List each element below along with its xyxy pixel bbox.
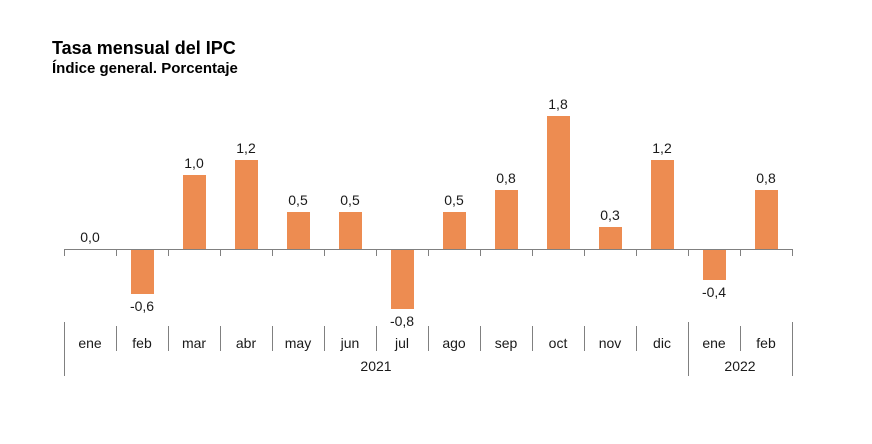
bar [234,160,258,249]
month-label: abr [235,335,257,351]
month-tick [220,326,221,351]
bar-value-label: 1,0 [184,155,204,171]
month-label: feb [756,335,776,351]
axis-tick [532,249,533,256]
month-tick [116,326,117,351]
bar [338,212,362,249]
year-separator [64,322,65,376]
month-label: jul [394,335,409,351]
bar [442,212,466,249]
month-tick [168,326,169,351]
chart-header: Tasa mensual del IPC Índice general. Por… [52,37,238,78]
bar [390,250,414,310]
chart-title: Tasa mensual del IPC [52,38,236,58]
bar-value-label: 1,8 [548,95,568,112]
month-label: feb [132,335,152,351]
bar-value-label: 0,0 [80,229,100,245]
month-label: jun [340,335,360,351]
month-label: ene [78,335,102,351]
axis-tick [64,249,65,256]
month-label: sep [494,335,518,351]
bar-value-label: 1,2 [236,140,256,157]
bar-value-label: 0,8 [496,169,516,186]
axis-tick [636,249,637,256]
year-separator [792,322,793,376]
axis-tick [792,249,793,256]
bar [182,175,206,249]
month-tick [376,326,377,351]
chart-subtitle: Índice general. Porcentaje [52,60,238,77]
bar-value-label: 1,2 [652,140,672,157]
bar [598,226,622,249]
axis-tick [272,249,273,256]
bar-value-label: -0,6 [129,298,155,315]
month-label: nov [598,335,622,351]
year-separator [688,322,689,376]
month-label: may [284,335,312,351]
year-label: 2022 [724,358,756,374]
month-tick [636,326,637,351]
bar-value-label: 0,5 [340,192,360,208]
axis-tick [428,249,429,256]
year-label: 2021 [360,358,392,374]
bar-value-label: 0,5 [444,192,464,208]
month-label: oct [548,335,568,351]
month-tick [324,326,325,351]
month-label: dic [653,335,671,351]
bar [702,250,726,280]
bar [494,189,518,249]
month-tick [532,326,533,351]
bar-value-label: 0,3 [600,206,620,223]
bar [130,250,154,295]
bar-value-label: 0,5 [288,192,308,208]
month-label: ago [442,335,466,351]
axis-tick [376,249,377,256]
month-tick [428,326,429,351]
bar [754,189,778,249]
bar [286,212,310,249]
month-tick [480,326,481,351]
axis-tick [116,249,117,256]
axis-tick [480,249,481,256]
month-label: ene [702,335,726,351]
axis-tick [324,249,325,256]
bar-value-label: -0,4 [701,283,727,300]
axis-tick [168,249,169,256]
axis-tick [220,249,221,256]
bar-value-label: 0,8 [756,169,776,186]
month-tick [584,326,585,351]
bar [650,160,674,249]
bar-value-label: -0,8 [389,313,415,330]
axis-tick [584,249,585,256]
axis-tick [688,249,689,256]
month-tick [740,326,741,351]
axis-tick [740,249,741,256]
month-tick [272,326,273,351]
bar [546,115,570,249]
month-label: mar [181,335,207,351]
